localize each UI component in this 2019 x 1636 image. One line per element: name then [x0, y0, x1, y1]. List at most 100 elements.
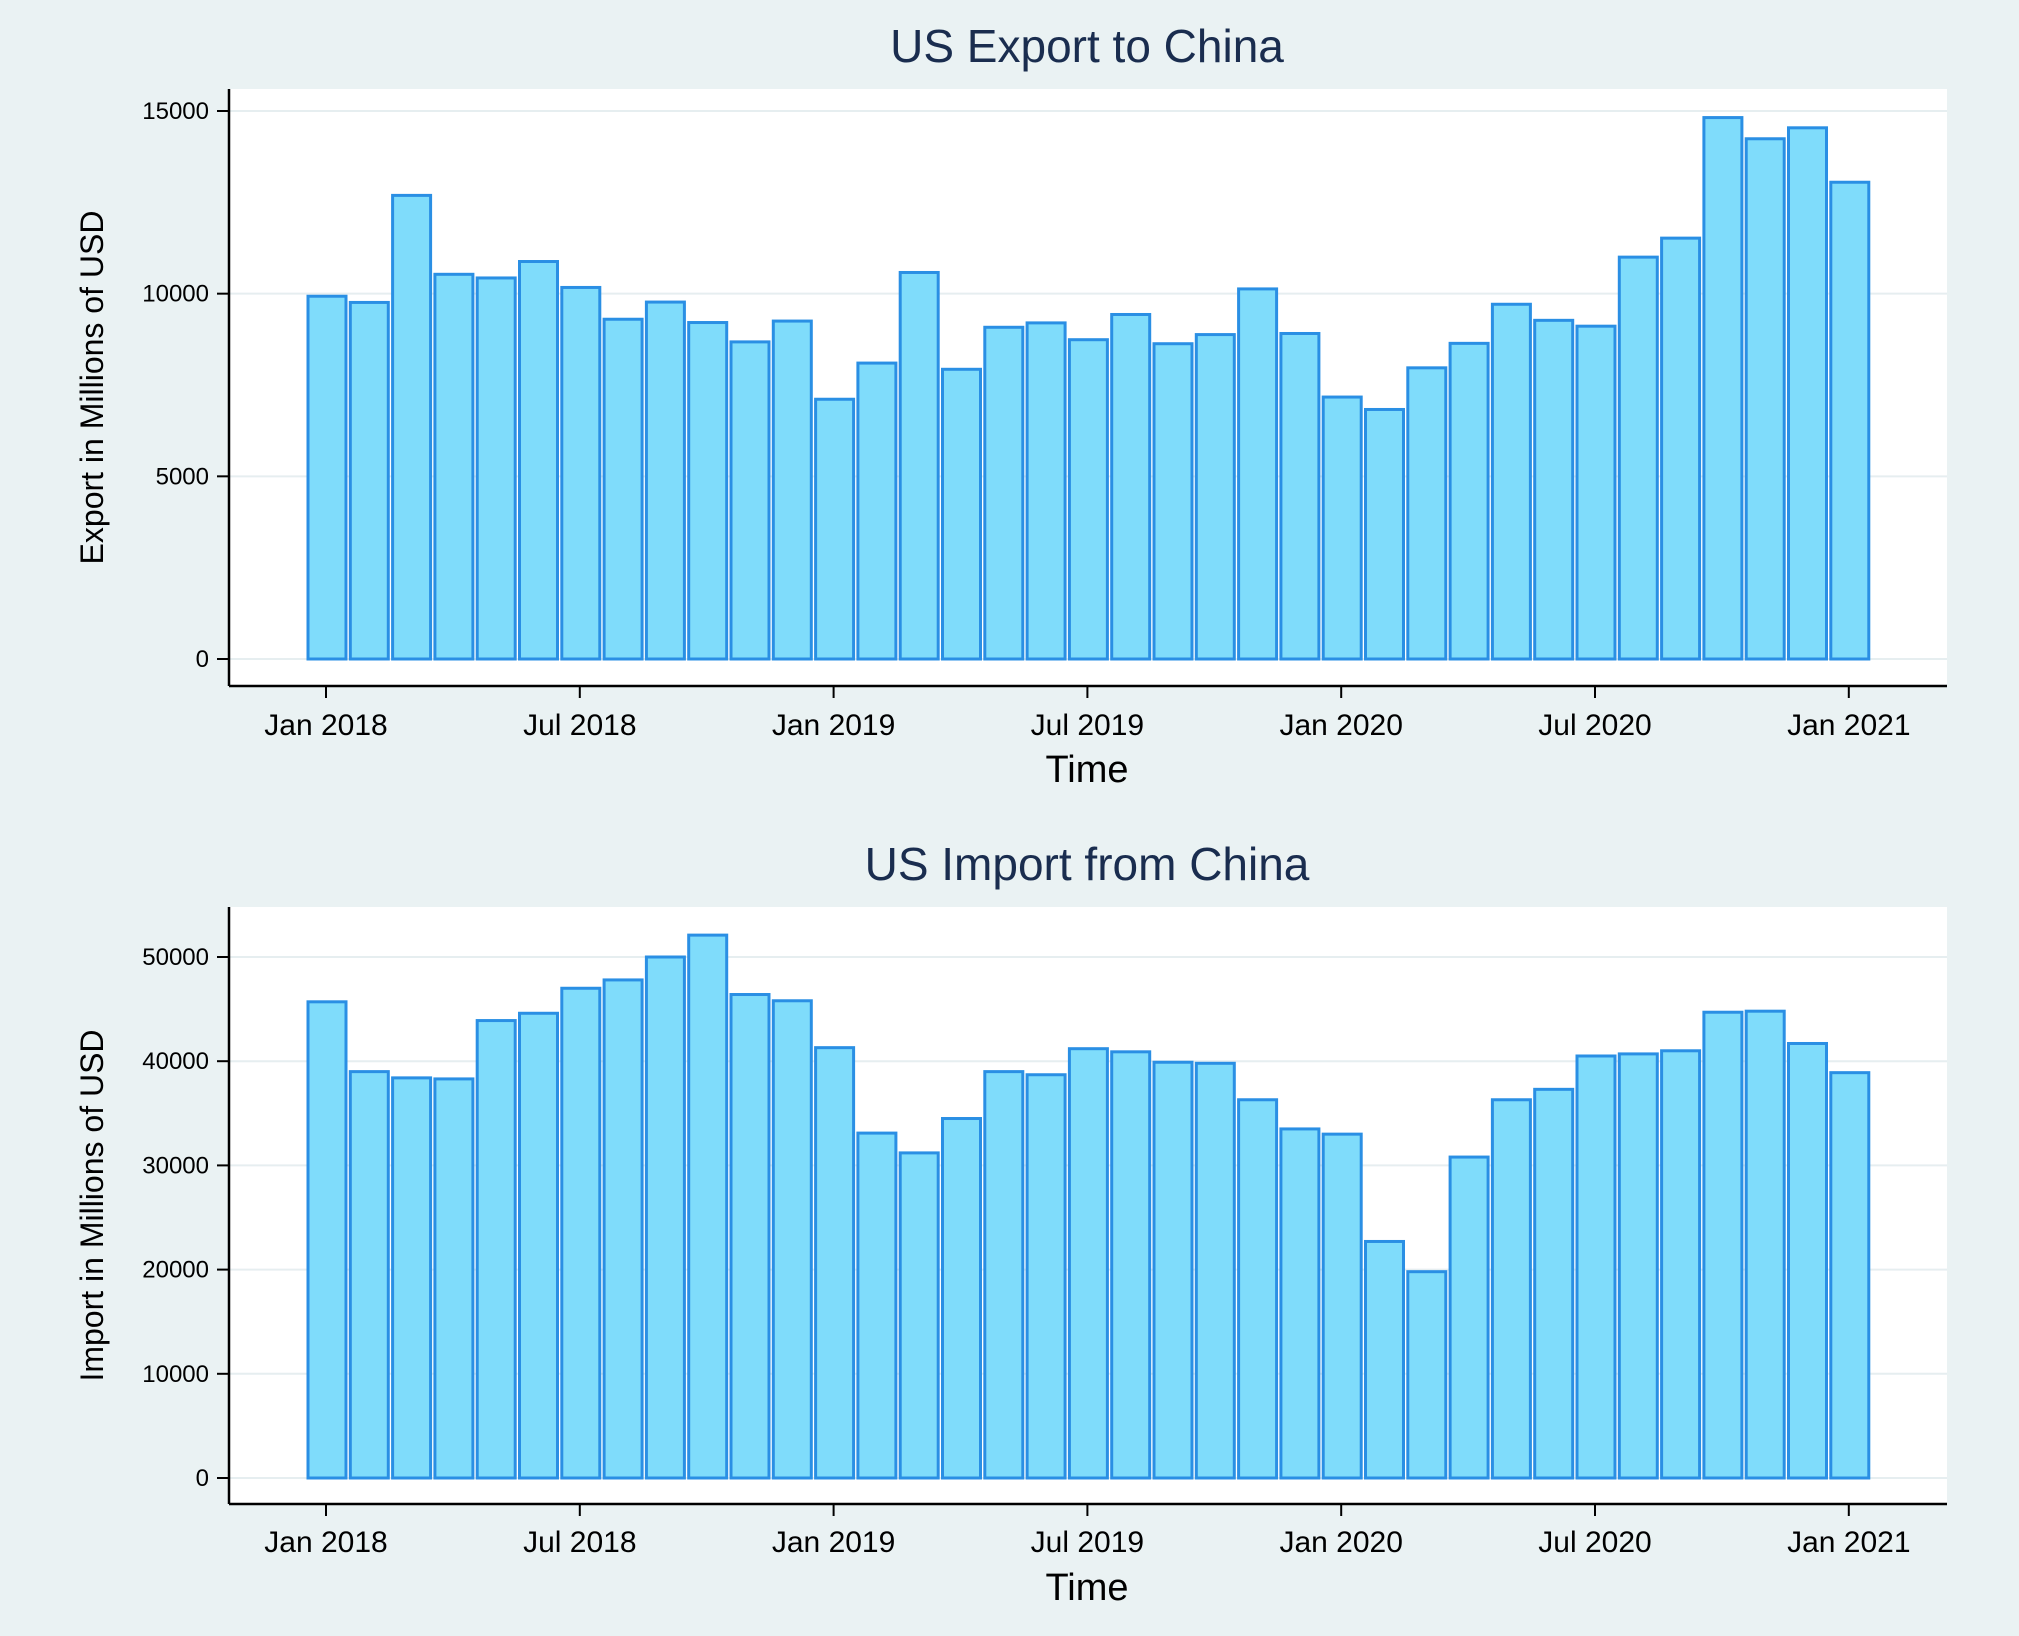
export-bar	[898, 270, 940, 661]
import-bar	[1575, 1054, 1617, 1480]
import-bar	[1321, 1132, 1363, 1480]
import-bar	[1787, 1041, 1828, 1480]
export-bar	[1194, 333, 1236, 661]
import-x-axis-title: Time	[1045, 1567, 1128, 1609]
import-bar	[1279, 1127, 1321, 1480]
import-bar	[475, 1019, 517, 1480]
export-bar	[1110, 312, 1152, 661]
import-chart: 0 10000 20000 30000 40000 50000 Jan 2018 Jul 20…	[74, 838, 1947, 1609]
import-bar	[941, 1117, 982, 1480]
import-bar	[306, 1000, 348, 1480]
export-bar	[1448, 341, 1490, 661]
export-bar	[1660, 236, 1702, 661]
export-bar	[1364, 407, 1405, 661]
import-bar	[1448, 1155, 1490, 1480]
export-y-tick-label: 5000	[156, 463, 209, 490]
export-bar	[1575, 324, 1617, 661]
export-bar	[1025, 321, 1067, 661]
import-bar	[1067, 1047, 1109, 1480]
import-y-tick-label: 20000	[142, 1257, 209, 1284]
import-chart-title: US Import from China	[865, 838, 1310, 890]
export-bar	[518, 260, 559, 661]
export-x-tick-label: Jan 2019	[772, 709, 895, 742]
export-bar	[729, 340, 771, 661]
export-bar	[1490, 302, 1532, 661]
import-bar	[771, 999, 813, 1480]
import-x-tick-label: Jan 2018	[264, 1526, 387, 1559]
import-x-tick-label: Jan 2021	[1787, 1526, 1910, 1559]
export-bar	[348, 300, 390, 661]
import-bar	[729, 993, 771, 1480]
import-bar	[856, 1131, 898, 1480]
export-chart: 0 5000 10000 15000 Jan 2018 Jul 2018 Jan 2019 J…	[74, 20, 1947, 791]
import-y-tick-label: 40000	[142, 1048, 209, 1075]
import-y-tick-label: 0	[196, 1465, 209, 1492]
import-bar	[1490, 1098, 1532, 1480]
import-bar	[1025, 1073, 1067, 1480]
import-bar	[814, 1046, 856, 1480]
import-bars	[306, 933, 1871, 1480]
import-bar	[348, 1070, 390, 1480]
export-bar	[1067, 338, 1109, 661]
export-bar	[1787, 126, 1828, 661]
export-bar	[814, 397, 856, 661]
export-y-axis-title: Export in Millions of USD	[74, 211, 110, 565]
import-bar	[1702, 1010, 1744, 1480]
export-bar	[1617, 255, 1659, 661]
export-bar	[1279, 331, 1321, 661]
export-bar	[687, 321, 729, 661]
export-x-tick-label: Jan 2020	[1279, 709, 1402, 742]
import-bar	[644, 955, 686, 1480]
export-bar	[475, 276, 517, 661]
export-bar	[1406, 366, 1448, 661]
export-bar	[1533, 318, 1575, 661]
import-bar	[898, 1151, 940, 1480]
export-bars	[306, 116, 1871, 661]
import-x-tick-label: Jul 2018	[523, 1526, 636, 1559]
import-x-tick-label: Jul 2019	[1031, 1526, 1144, 1559]
export-x-tick-label: Jan 2021	[1787, 709, 1910, 742]
import-bar	[1152, 1060, 1194, 1480]
export-x-tick-label: Jul 2019	[1031, 709, 1144, 742]
export-bar	[983, 325, 1025, 661]
export-bar	[433, 272, 475, 661]
export-x-tick-label: Jul 2020	[1538, 709, 1651, 742]
export-axes: 0 5000 10000 15000 Jan 2018 Jul 2018 Jan 2019 J…	[142, 89, 1947, 742]
export-bar	[644, 300, 686, 661]
export-bar	[1237, 287, 1279, 661]
export-x-axis-title: Time	[1045, 749, 1128, 791]
import-bar	[1364, 1239, 1405, 1480]
import-bar	[1660, 1049, 1702, 1480]
import-bar	[1617, 1052, 1659, 1480]
export-bar	[1829, 180, 1871, 661]
import-bar	[391, 1076, 433, 1480]
import-bar	[983, 1070, 1025, 1480]
import-bar	[602, 978, 644, 1480]
export-x-tick-label: Jul 2018	[523, 709, 636, 742]
import-bar	[433, 1077, 475, 1480]
export-bar	[1152, 342, 1194, 661]
import-x-tick-label: Jan 2020	[1279, 1526, 1402, 1559]
export-y-tick-label: 15000	[142, 98, 209, 125]
import-y-axis-title: Import in Millions of USD	[74, 1029, 110, 1381]
export-bar	[1744, 137, 1786, 661]
import-bar	[1533, 1087, 1575, 1480]
import-y-tick-label: 10000	[142, 1361, 209, 1388]
export-bar	[306, 294, 348, 661]
import-x-tick-label: Jan 2019	[772, 1526, 895, 1559]
export-bar	[856, 361, 898, 661]
import-bar	[518, 1011, 559, 1480]
import-x-tick-label: Jul 2020	[1538, 1526, 1651, 1559]
import-bar	[1237, 1098, 1279, 1480]
import-y-tick-label: 30000	[142, 1152, 209, 1179]
import-axes: 0 10000 20000 30000 40000 50000 Jan 2018 Jul 20…	[142, 907, 1947, 1559]
export-y-tick-label: 0	[196, 646, 209, 673]
import-bar	[1744, 1009, 1786, 1480]
export-bar	[941, 367, 982, 661]
export-bar	[602, 317, 644, 661]
import-bar	[687, 933, 729, 1480]
export-x-tick-label: Jan 2018	[264, 709, 387, 742]
export-bar	[1321, 395, 1363, 661]
import-y-tick-label: 50000	[142, 944, 209, 971]
